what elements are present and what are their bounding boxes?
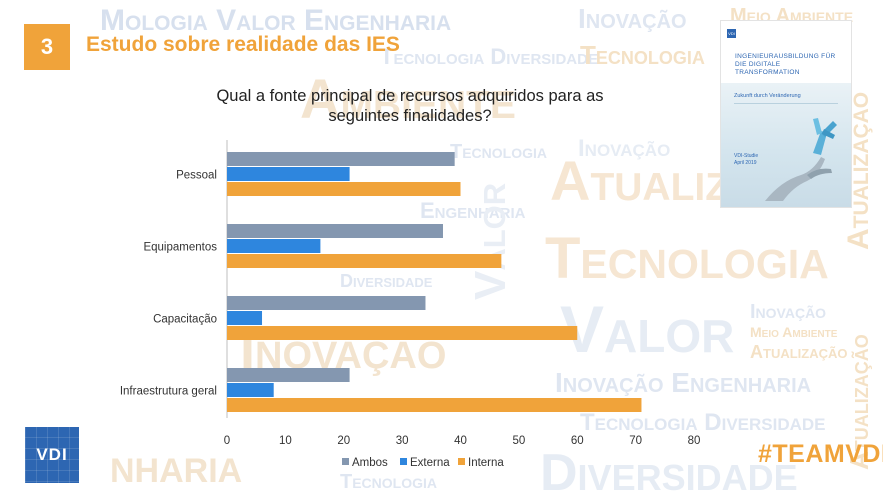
x-tick-label: 70 — [629, 435, 642, 447]
background-word: Ambiente — [300, 67, 516, 130]
bar-ambos — [227, 368, 350, 382]
background-word: Inovação — [578, 135, 670, 162]
slide-number: 3 — [24, 24, 70, 70]
cover-divider — [734, 103, 838, 104]
category-label: Pessoal — [176, 170, 217, 182]
x-tick-label: 80 — [688, 435, 701, 447]
cover-title: INGENIEURAUSBILDUNG FÜR DIE DIGITALE TRA… — [735, 53, 836, 76]
x-tick-label: 40 — [454, 435, 467, 447]
background-word: Tecnologia Diversidade — [580, 409, 826, 436]
robot-hand-icon — [765, 118, 837, 201]
cover-vdi-badge: VDI — [727, 29, 736, 38]
bar-externa — [227, 383, 274, 397]
study-cover-image: VDI INGENIEURAUSBILDUNG FÜR DIE DIGITALE… — [720, 20, 852, 208]
category-label: Equipamentos — [143, 242, 217, 254]
x-tick-label: 50 — [512, 435, 525, 447]
team-hashtag: #TEAMVDI — [758, 440, 883, 468]
bar-ambos — [227, 152, 455, 166]
legend-swatch-externa — [400, 458, 407, 465]
x-tick-label: 60 — [571, 435, 584, 447]
legend-label: Interna — [468, 457, 504, 469]
vdi-logo-text: VDI — [36, 445, 68, 464]
background-word: Tecnologia — [580, 40, 705, 70]
x-tick-label: 0 — [224, 435, 230, 447]
cover-study-date: April 2019 — [734, 160, 757, 166]
legend-label: Ambos — [352, 457, 388, 469]
background-word: Diversidade — [340, 271, 433, 291]
bar-externa — [227, 311, 263, 325]
legend-label: Externa — [410, 457, 450, 469]
background-word: Mologia Valor Engenharia — [100, 4, 451, 37]
bar-externa — [227, 239, 321, 253]
legend-swatch-interna — [458, 458, 465, 465]
background-word: Diversidade — [540, 444, 798, 495]
background-word: Tecnologia — [545, 226, 829, 291]
slide-title: Estudo sobre realidade das IES — [86, 33, 400, 56]
background-word: Tecnologia — [340, 471, 437, 493]
background-word: Meio Ambiente — [750, 324, 838, 340]
x-tick-label: 10 — [279, 435, 292, 447]
category-label: Infraestrutura geral — [120, 386, 217, 398]
background-word: Atualização — [750, 342, 848, 362]
background-word-vertical: Valor — [466, 183, 515, 300]
bar-interna — [227, 326, 578, 340]
bar-ambos — [227, 224, 443, 238]
bar-interna — [227, 182, 461, 196]
background-word: Tecnologia Diversidade — [380, 44, 598, 69]
background-word: Engenharia — [420, 198, 526, 223]
cover-study-name: VDI-Studie — [734, 153, 759, 159]
cover-study-label: VDI-Studie April 2019 — [734, 153, 758, 167]
chart-title: Qual a fonte principal de recursos adqui… — [216, 87, 604, 125]
bar-interna — [227, 398, 642, 412]
vdi-logo: VDI — [25, 427, 79, 483]
bar-externa — [227, 167, 350, 181]
bar-interna — [227, 254, 502, 268]
cover-subtitle: Zukunft durch Veränderung — [734, 93, 801, 99]
cover-illustration: Zukunft durch Veränderung VDI-Studie Apr… — [721, 83, 851, 207]
background-word: nharia — [110, 440, 242, 493]
category-label: Capacitação — [153, 314, 217, 326]
background-word: Inovação — [750, 301, 826, 323]
background-word: Inovação — [578, 3, 687, 34]
background-word: Tecnologia — [450, 141, 547, 163]
background-word: Valor — [560, 292, 734, 366]
background-word-vertical: Atualização — [844, 334, 874, 470]
x-tick-label: 20 — [337, 435, 350, 447]
bar-ambos — [227, 296, 426, 310]
background-word: Inovação Engenharia — [555, 367, 811, 398]
x-tick-label: 30 — [396, 435, 409, 447]
legend-swatch-ambos — [342, 458, 349, 465]
